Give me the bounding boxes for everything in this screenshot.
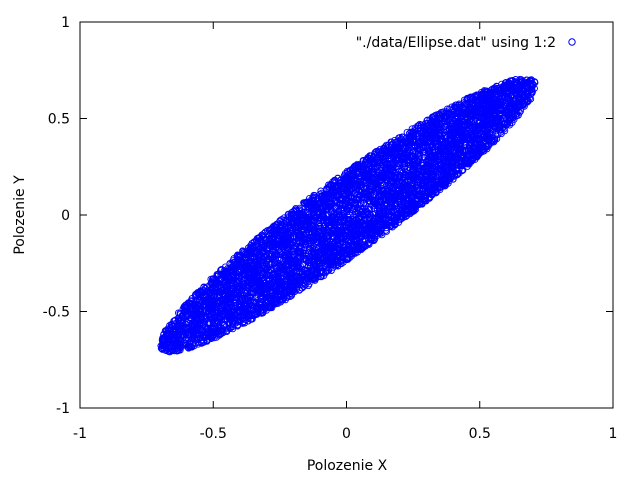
data-point <box>399 133 407 141</box>
data-point <box>261 272 269 280</box>
data-point <box>351 162 359 170</box>
data-point <box>221 282 229 290</box>
data-point <box>347 166 355 174</box>
data-point <box>273 264 280 272</box>
data-point <box>220 278 227 286</box>
data-point <box>308 274 316 282</box>
data-point <box>410 144 418 152</box>
data-point <box>345 186 353 194</box>
data-point <box>458 167 466 175</box>
data-point <box>310 191 318 199</box>
data-point <box>348 252 356 260</box>
data-point <box>239 247 247 255</box>
data-point <box>407 181 415 189</box>
data-point <box>268 301 276 309</box>
data-point <box>344 238 352 246</box>
data-point <box>323 266 331 274</box>
data-point <box>356 173 364 180</box>
data-point <box>244 244 252 252</box>
data-point <box>191 339 199 347</box>
data-point <box>506 121 514 129</box>
data-point <box>339 207 347 215</box>
data-point <box>342 236 350 244</box>
data-point <box>217 271 225 278</box>
data-point <box>318 233 326 241</box>
data-point <box>312 274 320 282</box>
data-point <box>384 177 392 184</box>
data-point <box>304 282 312 290</box>
data-point <box>283 229 291 237</box>
data-point <box>430 171 438 179</box>
data-point <box>317 195 325 203</box>
data-point <box>303 230 311 237</box>
data-point <box>323 267 331 275</box>
data-point <box>322 217 330 224</box>
data-point <box>429 127 437 135</box>
data-point <box>183 319 191 327</box>
data-point <box>380 144 388 152</box>
data-point <box>397 177 404 185</box>
data-point <box>293 247 301 255</box>
data-point <box>179 324 187 332</box>
data-point <box>464 121 472 128</box>
data-point <box>363 157 371 165</box>
data-point <box>352 208 359 216</box>
data-point <box>471 155 479 163</box>
data-point <box>500 125 508 133</box>
data-point <box>235 253 243 261</box>
data-point <box>322 260 330 268</box>
data-point <box>366 162 374 170</box>
data-point <box>200 322 208 330</box>
data-point <box>273 269 281 277</box>
data-point <box>490 104 498 112</box>
data-point <box>361 242 369 250</box>
scatter-points <box>157 76 539 356</box>
data-point <box>330 252 338 260</box>
data-point <box>200 286 208 294</box>
data-point <box>396 167 404 175</box>
data-point <box>279 237 287 245</box>
data-point <box>403 149 410 156</box>
data-point <box>346 189 353 197</box>
data-point <box>429 155 437 163</box>
data-point <box>214 292 222 300</box>
data-point <box>354 248 361 256</box>
data-point <box>272 300 280 308</box>
data-point <box>483 142 491 149</box>
data-point <box>220 269 228 277</box>
data-point <box>333 203 340 211</box>
data-point <box>456 140 464 148</box>
data-point <box>360 189 368 197</box>
data-point <box>296 239 304 247</box>
data-point <box>364 191 372 199</box>
data-point <box>176 346 184 354</box>
data-point <box>337 257 345 265</box>
data-point <box>516 96 524 104</box>
data-point <box>353 187 361 195</box>
data-point <box>165 327 173 335</box>
data-point <box>407 153 415 161</box>
data-point <box>280 217 288 224</box>
data-point <box>391 218 399 226</box>
data-point <box>476 117 483 124</box>
data-point <box>499 124 507 132</box>
data-point <box>210 334 218 342</box>
data-point <box>375 223 383 231</box>
data-point <box>419 165 427 173</box>
data-point <box>305 246 313 254</box>
